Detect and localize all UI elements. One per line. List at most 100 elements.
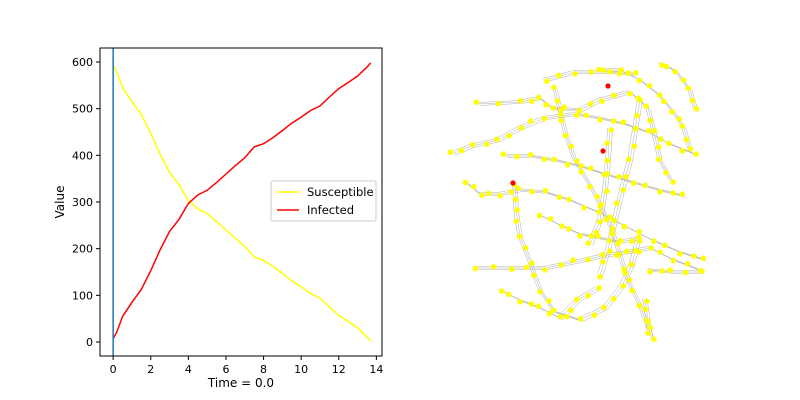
network-node-susceptible — [657, 189, 663, 195]
network-node-susceptible — [529, 98, 535, 104]
network-node-susceptible — [484, 141, 490, 147]
network-node-susceptible — [676, 116, 682, 122]
network-node-susceptible — [684, 261, 691, 267]
network-node-susceptible — [632, 70, 639, 76]
network-node-susceptible — [462, 179, 469, 186]
network-edge — [587, 128, 608, 244]
series-line-infected — [112, 62, 372, 340]
network-node-susceptible — [518, 125, 524, 131]
network-edge — [600, 69, 691, 151]
network-node-susceptible — [581, 205, 587, 211]
network-node-susceptible — [470, 184, 477, 190]
network-node-susceptible — [611, 217, 618, 224]
network-edge — [475, 90, 670, 181]
network-node-susceptible — [663, 170, 669, 176]
x-tick-label: 14 — [369, 363, 383, 376]
network-node-susceptible — [636, 302, 643, 309]
network-node-susceptible — [578, 163, 584, 169]
network-node-susceptible — [656, 144, 662, 150]
y-tick-label: 100 — [72, 289, 93, 302]
network-node-susceptible — [529, 188, 535, 195]
network-node-susceptible — [646, 83, 653, 89]
network-node-susceptible — [604, 140, 610, 146]
network-node-susceptible — [621, 223, 628, 230]
x-tick-label: 10 — [294, 363, 308, 376]
network-node-susceptible — [546, 310, 553, 317]
network-node-susceptible — [570, 257, 576, 264]
network-node-susceptible — [536, 94, 542, 101]
network-node-susceptible — [599, 98, 605, 104]
network-node-susceptible — [636, 77, 643, 84]
network-node-susceptible — [597, 117, 603, 123]
network-node-susceptible — [651, 336, 657, 343]
network-node-susceptible — [669, 109, 675, 115]
network-edge — [602, 71, 693, 152]
network-node-susceptible — [610, 118, 617, 124]
network-node-susceptible — [557, 314, 564, 320]
network-node-susceptible — [600, 259, 606, 265]
network-node-susceptible — [585, 240, 591, 246]
network-node-susceptible — [608, 127, 614, 133]
network-graph — [447, 62, 708, 343]
network-node-susceptible — [564, 313, 570, 320]
network-node-susceptible — [559, 223, 565, 229]
network-node-susceptible — [596, 285, 602, 291]
network-node-susceptible — [473, 99, 480, 105]
network-node-susceptible — [635, 95, 641, 101]
network-node-susceptible — [644, 298, 650, 305]
network-node-susceptible — [600, 67, 606, 73]
network-edge — [507, 157, 687, 198]
network-node-susceptible — [591, 312, 598, 319]
network-node-susceptible — [604, 188, 610, 194]
network-node-susceptible — [636, 234, 642, 241]
network-node-susceptible — [562, 132, 569, 139]
network-node-susceptible — [551, 156, 557, 163]
network-node-susceptible — [651, 238, 657, 244]
network-node-susceptible — [566, 196, 572, 203]
network-node-susceptible — [642, 306, 649, 313]
network-node-susceptible — [634, 112, 640, 119]
network-node-susceptible — [604, 157, 611, 164]
network-node-susceptible — [689, 97, 696, 104]
network-node-susceptible — [514, 207, 520, 213]
network-node-susceptible — [631, 180, 637, 186]
network-node-susceptible — [616, 70, 623, 77]
network-node-susceptible — [490, 264, 497, 270]
network-node-susceptible — [595, 233, 601, 239]
network-node-susceptible — [495, 100, 502, 107]
network-node-susceptible — [529, 260, 535, 267]
network-node-susceptible — [577, 316, 584, 322]
network-node-susceptible — [527, 118, 534, 124]
network-node-susceptible — [506, 133, 512, 139]
network-node-susceptible — [690, 253, 697, 259]
network-node-susceptible — [550, 105, 556, 111]
network-node-susceptible — [658, 136, 664, 142]
y-tick-label: 300 — [72, 196, 93, 209]
y-tick-label: 600 — [72, 56, 93, 69]
network-node-susceptible — [517, 299, 523, 305]
network-node-susceptible — [558, 262, 564, 268]
network-node-susceptible — [597, 219, 603, 225]
network-node-susceptible — [574, 296, 580, 303]
network-node-susceptible — [693, 106, 700, 112]
x-tick-label: 4 — [185, 363, 192, 376]
network-node-susceptible — [670, 257, 677, 264]
network-node-susceptible — [606, 237, 613, 244]
network-node-susceptible — [458, 147, 465, 154]
network-node-susceptible — [527, 152, 534, 158]
network-node-susceptible — [544, 78, 550, 84]
network-node-susceptible — [647, 117, 654, 124]
network-node-susceptible — [616, 174, 622, 180]
network-node-susceptible — [585, 293, 591, 299]
network-node-susceptible — [577, 233, 583, 239]
network-node-susceptible — [558, 107, 564, 113]
network-node-susceptible — [687, 146, 694, 152]
network-node-susceptible — [566, 226, 572, 232]
network-node-infected — [605, 83, 611, 89]
network-node-susceptible — [620, 283, 626, 289]
network-node-susceptible — [700, 255, 706, 261]
network-edge — [554, 87, 653, 339]
y-tick-label: 200 — [72, 243, 93, 256]
network-node-susceptible — [620, 119, 626, 125]
